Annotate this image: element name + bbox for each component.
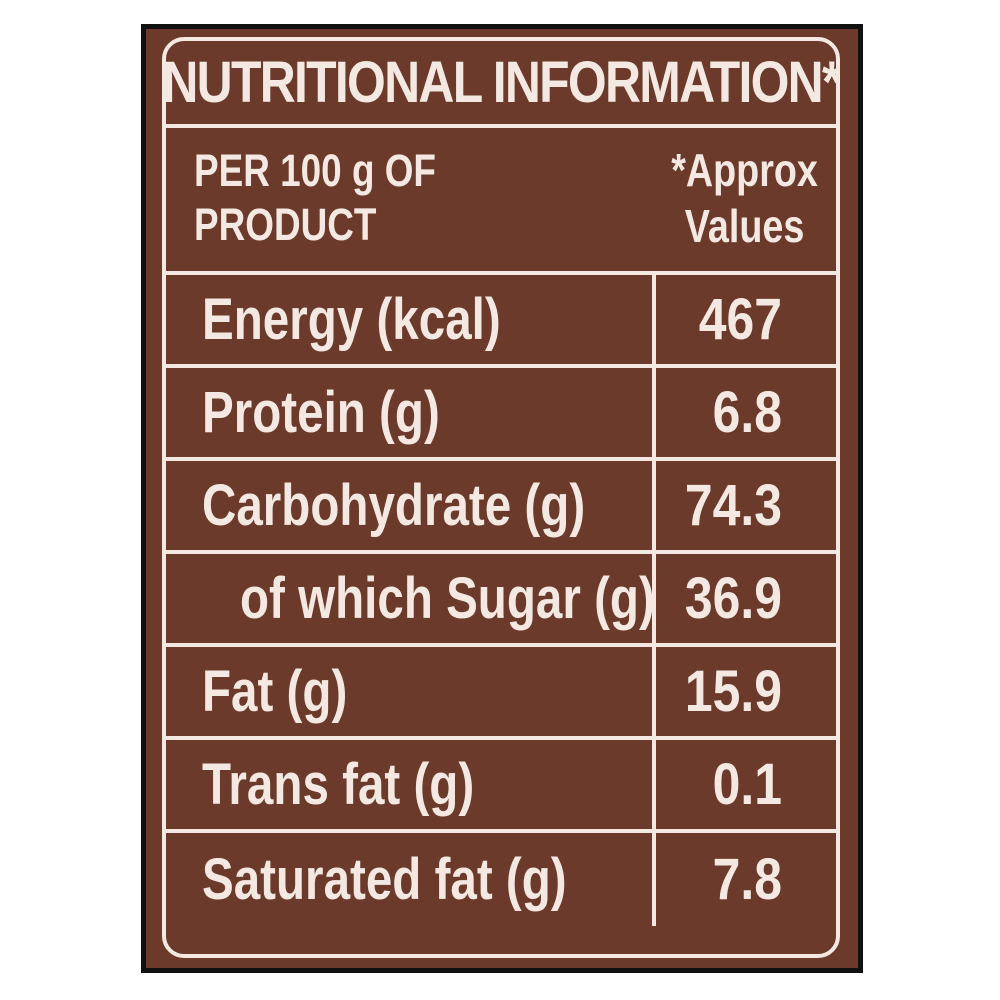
column-divider [652,461,656,550]
nutrient-row-energy: Energy (kcal) 467 [166,275,836,368]
nutrient-row-trans-fat: Trans fat (g) 0.1 [166,740,836,833]
nutrient-name: Fat (g) [202,659,348,724]
nutrient-value: 74.3 [684,473,782,538]
nutrient-row-fat: Fat (g) 15.9 [166,647,836,740]
nutrient-name: Trans fat (g) [202,752,475,817]
column-divider [652,554,656,643]
nutrient-row-sugar: of which Sugar (g) 36.9 [166,554,836,647]
nutrient-row-carbohydrate: Carbohydrate (g) 74.3 [166,461,836,554]
nutrient-rows: Energy (kcal) 467 Protein (g) 6.8 Carboh… [166,275,836,926]
column-divider [652,368,656,457]
nutrient-value: 7.8 [712,847,782,912]
nutrient-name: Protein (g) [202,380,440,445]
serving-basis-line1: PER 100 g OF [194,145,436,196]
column-divider [652,275,656,364]
nutrient-value: 15.9 [684,659,782,724]
nutrient-row-saturated-fat: Saturated fat (g) 7.8 [166,833,836,926]
table-title: NUTRITIONAL INFORMATION* [162,50,840,115]
approx-values-line2: Values [684,200,805,252]
column-divider [652,647,656,736]
nutrient-value: 0.1 [712,752,782,817]
serving-basis-line2: PRODUCT [194,199,377,250]
column-divider [652,833,656,926]
nutrient-value: 36.9 [684,566,782,631]
nutrient-value: 6.8 [712,380,782,445]
column-divider [652,740,656,829]
nutrition-label: NUTRITIONAL INFORMATION* PER 100 g OF PR… [141,24,863,973]
nutrient-row-protein: Protein (g) 6.8 [166,368,836,461]
nutrient-name: Energy (kcal) [202,287,501,352]
title-divider [166,124,836,128]
nutrient-name: Carbohydrate (g) [202,473,586,538]
nutrient-name: of which Sugar (g) [240,566,655,631]
nutrient-value: 467 [698,287,782,352]
nutrition-table: NUTRITIONAL INFORMATION* PER 100 g OF PR… [162,37,840,958]
approx-values-note: *Approx Values [671,142,818,254]
table-subheader: PER 100 g OF PRODUCT *Approx Values [166,128,836,271]
label-background: NUTRITIONAL INFORMATION* PER 100 g OF PR… [146,29,858,968]
serving-basis: PER 100 g OF PRODUCT [194,144,436,252]
approx-values-line1: *Approx [671,144,818,196]
nutrient-name: Saturated fat (g) [202,847,567,912]
subheader-divider [166,271,836,275]
